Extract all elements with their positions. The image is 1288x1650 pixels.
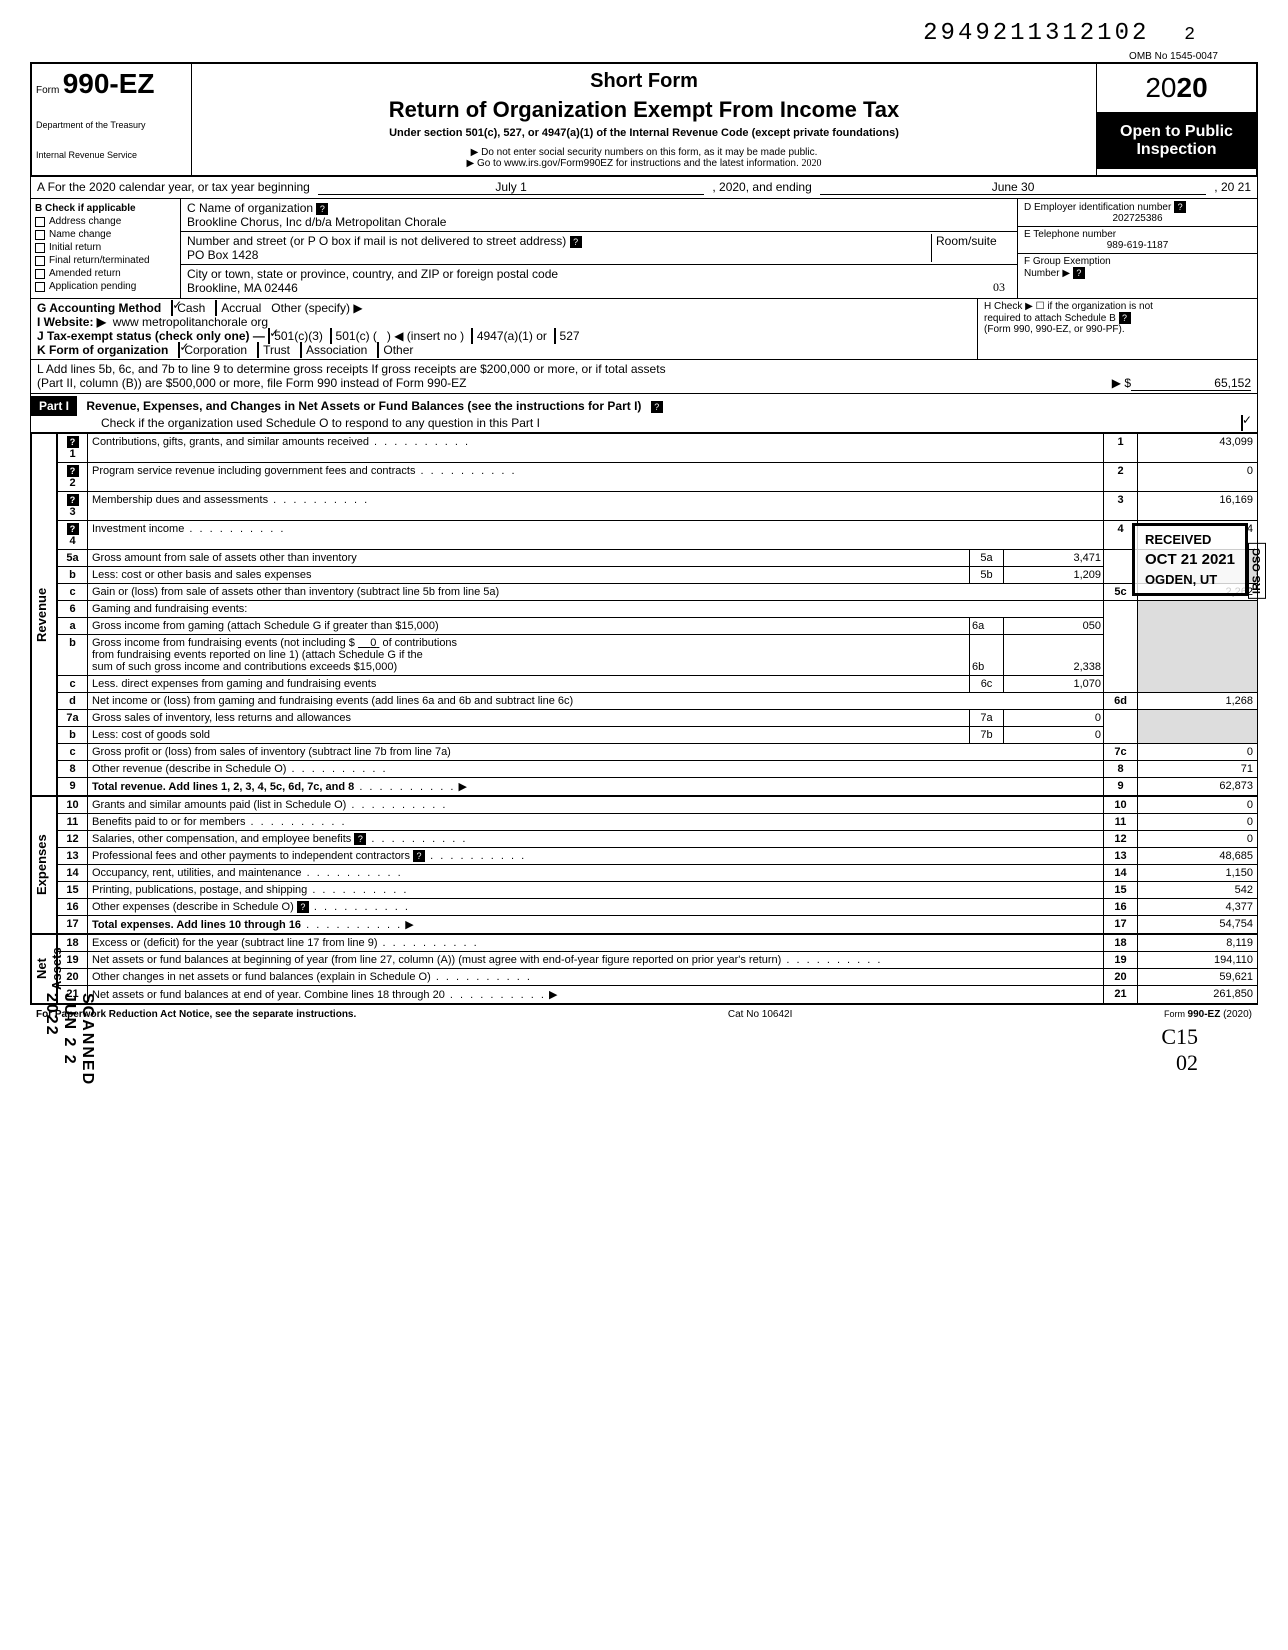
cash-checkbox[interactable] bbox=[171, 300, 173, 316]
rows-g-through-k: G Accounting Method Cash Accrual Other (… bbox=[30, 299, 1258, 360]
dept-irs: Internal Revenue Service bbox=[36, 150, 187, 160]
schedule-o-checkbox[interactable] bbox=[1241, 415, 1243, 431]
received-stamp: RECEIVED OCT 21 2021 OGDEN, UT bbox=[1132, 523, 1248, 596]
accrual-checkbox[interactable] bbox=[215, 300, 217, 316]
street-address: PO Box 1428 bbox=[187, 248, 258, 262]
document-number: 2949211312102 2 bbox=[30, 20, 1258, 47]
section-b-through-f: B Check if applicable Address change Nam… bbox=[30, 199, 1258, 299]
revenue-section: Revenue ? 1Contributions, gifts, grants,… bbox=[30, 433, 1258, 796]
city-state-zip: Brookline, MA 02446 bbox=[187, 281, 298, 295]
net-assets-section: Net Assets 18Excess or (deficit) for the… bbox=[30, 934, 1258, 1004]
under-section: Under section 501(c), 527, or 4947(a)(1)… bbox=[198, 127, 1090, 139]
expenses-label: Expenses bbox=[31, 796, 57, 934]
501c3-checkbox[interactable] bbox=[268, 328, 270, 344]
corp-checkbox[interactable] bbox=[178, 342, 180, 358]
handwritten-notes: C15 02 bbox=[30, 1024, 1258, 1076]
telephone: 989-619-1187 bbox=[1024, 240, 1251, 251]
short-form-label: Short Form bbox=[198, 70, 1090, 93]
privacy-note: ▶ Do not enter social security numbers o… bbox=[198, 147, 1090, 158]
form-header: Form 990-EZ Department of the Treasury I… bbox=[30, 62, 1258, 177]
form-number: 990-EZ bbox=[63, 68, 155, 99]
net-assets-label: Net Assets bbox=[31, 934, 57, 1004]
org-name: Brookline Chorus, Inc d/b/a Metropolitan… bbox=[187, 215, 446, 229]
gross-receipts: 65,152 bbox=[1131, 376, 1251, 391]
revenue-label: Revenue bbox=[31, 433, 57, 796]
goto-url: ▶ Go to www.irs.gov/Form990EZ for instru… bbox=[198, 158, 1090, 169]
ein: 202725386 bbox=[1024, 213, 1251, 224]
row-l: L Add lines 5b, 6c, and 7b to line 9 to … bbox=[30, 360, 1258, 394]
website: www metropolitanchorale org bbox=[113, 315, 268, 329]
tax-year: 20202020 bbox=[1097, 64, 1256, 113]
open-public: Open to Public Inspection bbox=[1097, 113, 1256, 169]
scanned-stamp: SCANNED JUN 2 2 2022 bbox=[42, 993, 96, 1086]
omb-number: OMB No 1545-0047 bbox=[30, 51, 1258, 62]
dept-treasury: Department of the Treasury bbox=[36, 120, 187, 130]
page-footer: For Paperwork Reduction Act Notice, see … bbox=[30, 1004, 1258, 1024]
part-1-header: Part I Revenue, Expenses, and Changes in… bbox=[30, 394, 1258, 433]
irs-osc-stamp: IRS-OSC bbox=[1248, 543, 1266, 599]
expenses-section: Expenses 10Grants and similar amounts pa… bbox=[30, 796, 1258, 934]
return-title: Return of Organization Exempt From Incom… bbox=[198, 97, 1090, 123]
form-prefix: Form bbox=[36, 85, 59, 96]
row-a-tax-year: A For the 2020 calendar year, or tax yea… bbox=[30, 177, 1258, 199]
